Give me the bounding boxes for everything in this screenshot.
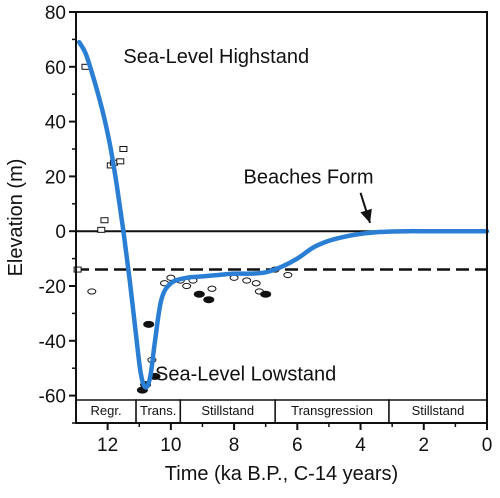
y-axis-title: Elevation (m)	[5, 159, 27, 277]
marker-open-ellipse	[166, 274, 176, 281]
y-tick-label: 0	[55, 222, 66, 243]
marker-open-rect	[73, 266, 82, 273]
y-tick-label: -20	[39, 277, 66, 298]
phase-label-0: Regr.	[90, 403, 121, 418]
sea-level-curve-group	[76, 39, 490, 390]
marker-open-rect	[97, 226, 106, 233]
marker-open-rect	[119, 146, 128, 152]
marker-open-rect	[100, 217, 109, 224]
x-tick-label: 6	[292, 435, 303, 456]
x-tick-label: 8	[229, 435, 240, 456]
phase-label-2: Stillstand	[201, 403, 254, 418]
marker-open-ellipse	[283, 271, 293, 279]
reference-lines	[76, 230, 487, 271]
y-tick-label: 80	[45, 3, 66, 24]
x-tick-label: 4	[355, 435, 366, 456]
x-tick-label: 10	[160, 435, 181, 456]
phase-label-1: Trans.	[140, 403, 176, 418]
x-tick-label: 12	[97, 435, 118, 456]
marker-filled-ellipse	[193, 290, 205, 298]
y-tick-label: 40	[45, 113, 66, 134]
phase-label-4: Stillstand	[412, 403, 465, 418]
phase-bar: Regr. Trans. Stillstand Transgression Stills…	[75, 399, 488, 424]
marker-filled-ellipse	[260, 290, 272, 298]
y-axis-ticks: 80 60 40 20 0 -20 -40 -60	[39, 3, 76, 424]
y-tick-label: 20	[45, 167, 66, 188]
x-tick-label: 0	[482, 435, 493, 456]
y-tick-label: -40	[39, 332, 66, 353]
arrow-head	[360, 208, 372, 223]
marker-open-ellipse	[182, 282, 192, 290]
marker-open-ellipse	[251, 280, 261, 287]
marker-filled-ellipse	[203, 296, 215, 304]
x-axis-title: Time (ka B.P., C-14 years)	[165, 463, 398, 485]
x-tick-label: 2	[418, 435, 429, 456]
y-tick-label: -60	[39, 387, 66, 408]
marker-open-ellipse	[242, 277, 252, 284]
y-tick-label: 60	[45, 58, 66, 79]
marker-open-rect	[116, 158, 125, 165]
phase-label-3: Transgression	[291, 403, 373, 418]
plot-frame	[75, 11, 488, 424]
annotations: Sea-Level Highstand Beaches Form Sea-Level…	[123, 46, 373, 386]
sea-level-curve	[76, 39, 490, 390]
marker-filled-ellipse	[143, 320, 155, 328]
marker-open-ellipse	[207, 285, 217, 292]
data-markers	[73, 63, 293, 394]
annotation-0: Sea-Level Highstand	[123, 46, 309, 68]
annotation-2: Sea-Level Lowstand	[155, 364, 336, 386]
x-axis-ticks: 12 10 8 6 4 2 0	[97, 423, 492, 456]
annotation-1: Beaches Form	[244, 166, 374, 188]
marker-open-ellipse	[87, 288, 97, 295]
